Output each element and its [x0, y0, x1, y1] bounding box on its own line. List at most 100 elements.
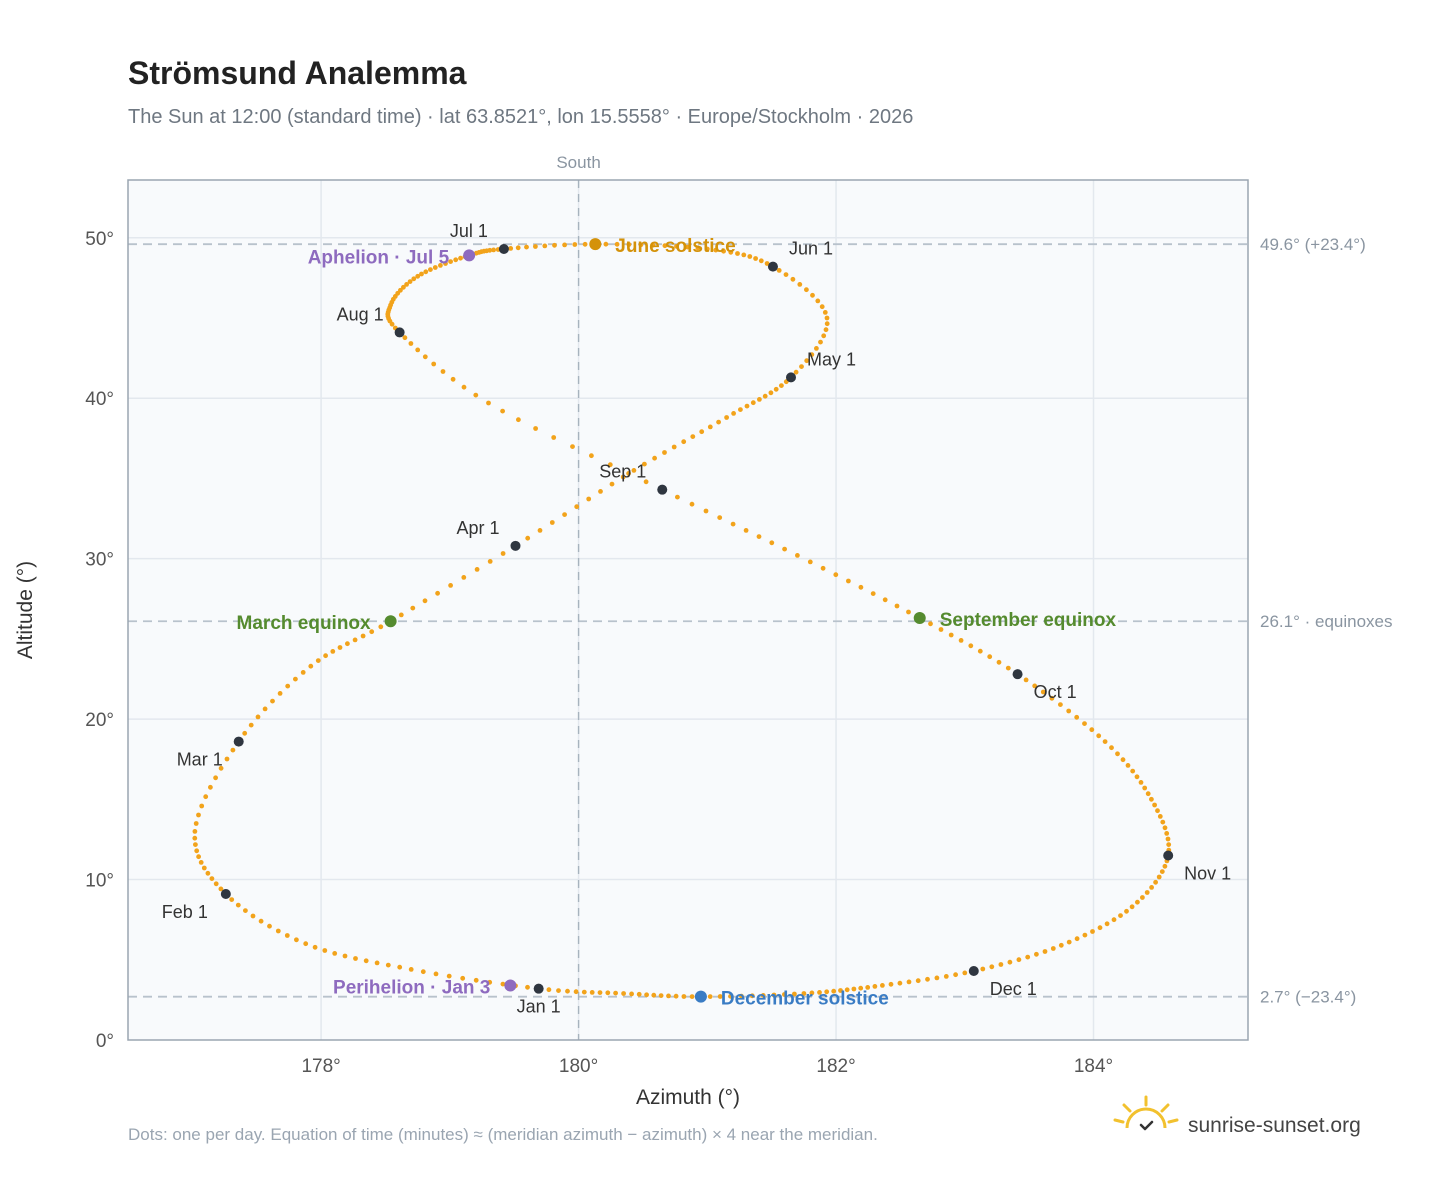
daily-sun-dot: [473, 977, 479, 983]
daily-sun-dot: [744, 403, 750, 409]
daily-sun-dot: [208, 784, 213, 790]
month-marker-label: Sep 1: [599, 462, 646, 482]
daily-sun-dot: [213, 775, 219, 781]
daily-sun-dot: [620, 474, 626, 480]
daily-sun-dot: [474, 567, 480, 572]
daily-sun-dot: [769, 540, 775, 546]
chart-subtitle: The Sun at 12:00 (standard time) · lat 6…: [128, 106, 913, 128]
x-tick-label: 182°: [816, 1056, 855, 1077]
month-marker-label: Apr 1: [456, 518, 499, 538]
month-marker-dot: [233, 736, 244, 747]
y-tick-label: 20°: [85, 710, 114, 731]
daily-sun-dot: [613, 990, 618, 996]
daily-sun-dot: [323, 653, 328, 659]
daily-sun-dot: [460, 975, 466, 981]
event-marker-label: Aphelion · Jul 5: [308, 247, 450, 268]
month-marker-label: Jul 1: [450, 221, 488, 241]
daily-sun-dot: [872, 984, 878, 989]
daily-sun-dot: [345, 641, 350, 647]
reference-line-label: 26.1° · equinoxes: [1260, 612, 1393, 631]
daily-sun-dot: [1023, 677, 1029, 683]
daily-sun-dot: [1050, 946, 1056, 951]
event-marker-dot: [463, 249, 476, 262]
event-marker-label: Perihelion · Jan 3: [333, 977, 490, 998]
daily-sun-dot: [760, 993, 766, 998]
daily-sun-dot: [422, 598, 428, 604]
daily-sun-dot: [275, 928, 281, 934]
daily-sun-dot: [1135, 899, 1140, 905]
daily-sun-dot: [1159, 869, 1165, 874]
daily-sun-dot: [809, 352, 815, 357]
daily-sun-dot: [201, 865, 207, 871]
daily-sun-dot: [779, 383, 784, 388]
daily-sun-dot: [735, 251, 740, 256]
daily-sun-dot: [824, 989, 830, 995]
daily-sun-dot: [721, 248, 726, 254]
daily-sun-dot: [438, 263, 443, 268]
daily-sun-dot: [487, 979, 493, 985]
daily-sun-dot: [820, 565, 826, 571]
daily-sun-dot: [1090, 929, 1095, 934]
month-marker-dot: [533, 983, 544, 994]
daily-sun-dot: [199, 803, 205, 809]
daily-sun-dot: [582, 241, 588, 247]
x-axis-label: Azimuth (°): [636, 1086, 740, 1109]
month-marker-dot: [657, 484, 668, 495]
daily-sun-dot: [636, 991, 642, 997]
sun-check-logo-icon: [1113, 1095, 1179, 1131]
daily-sun-dot: [401, 284, 406, 290]
daily-sun-dot: [1162, 863, 1168, 869]
month-marker-label: Jun 1: [789, 239, 833, 259]
month-marker-label: May 1: [807, 349, 856, 369]
daily-sun-dot: [213, 881, 219, 887]
daily-sun-dot: [819, 304, 825, 310]
daily-sun-dot: [880, 983, 885, 988]
daily-sun-dot: [1166, 842, 1172, 847]
daily-sun-dot: [833, 572, 839, 578]
daily-sun-dot: [1152, 802, 1157, 808]
reference-lines: 49.6° (+23.4°) 26.1° · equinoxes 2.7° (−23…: [128, 235, 1393, 1007]
daily-sun-dot: [308, 663, 314, 669]
daily-sun-dot: [776, 268, 782, 273]
daily-sun-dot: [741, 252, 747, 258]
daily-sun-dot: [597, 990, 603, 995]
daily-sun-dot: [1164, 831, 1170, 836]
daily-sun-dot: [642, 461, 647, 467]
daily-sun-dot: [1149, 885, 1154, 890]
daily-sun-dot: [690, 434, 696, 439]
y-tick-label: 40°: [85, 389, 114, 410]
month-marker-label: Nov 1: [1184, 863, 1231, 883]
y-tick-label: 30°: [85, 550, 114, 571]
daily-sun-dot: [666, 993, 671, 999]
daily-sun-dot: [987, 654, 993, 660]
daily-sun-dot: [1034, 951, 1039, 957]
event-marker-dot: [694, 990, 707, 1003]
y-tick-label: 50°: [85, 229, 114, 250]
daily-sun-dot: [353, 956, 358, 961]
daily-sun-dot: [473, 392, 479, 398]
daily-sun-dot: [525, 535, 531, 541]
daily-sun-dot: [989, 964, 995, 970]
daily-sun-dot: [533, 244, 538, 249]
daily-sun-dot: [804, 287, 809, 293]
daily-sun-dot: [938, 627, 944, 632]
daily-sun-dot: [565, 988, 570, 994]
daily-sun-dot: [804, 358, 810, 364]
daily-sun-dot: [194, 848, 200, 854]
daily-sun-dot: [303, 941, 309, 947]
daily-sun-dot: [1138, 780, 1144, 785]
daily-sun-dot: [607, 462, 613, 468]
daily-sun-dot: [717, 994, 723, 999]
daily-sun-dot: [562, 512, 567, 517]
daily-sun-dot: [408, 967, 414, 972]
daily-sun-dot: [508, 246, 514, 251]
month-marker-label: Oct 1: [1034, 682, 1077, 702]
daily-sun-dot: [1109, 745, 1114, 751]
daily-sun-dot: [681, 994, 687, 999]
daily-sun-dot: [644, 992, 649, 998]
brand-name[interactable]: sunrise-sunset.org: [1188, 1114, 1361, 1137]
daily-sun-dot: [675, 494, 680, 500]
daily-sun-dot: [293, 676, 298, 682]
daily-sun-dot: [546, 987, 552, 993]
daily-sun-dot: [797, 282, 803, 287]
